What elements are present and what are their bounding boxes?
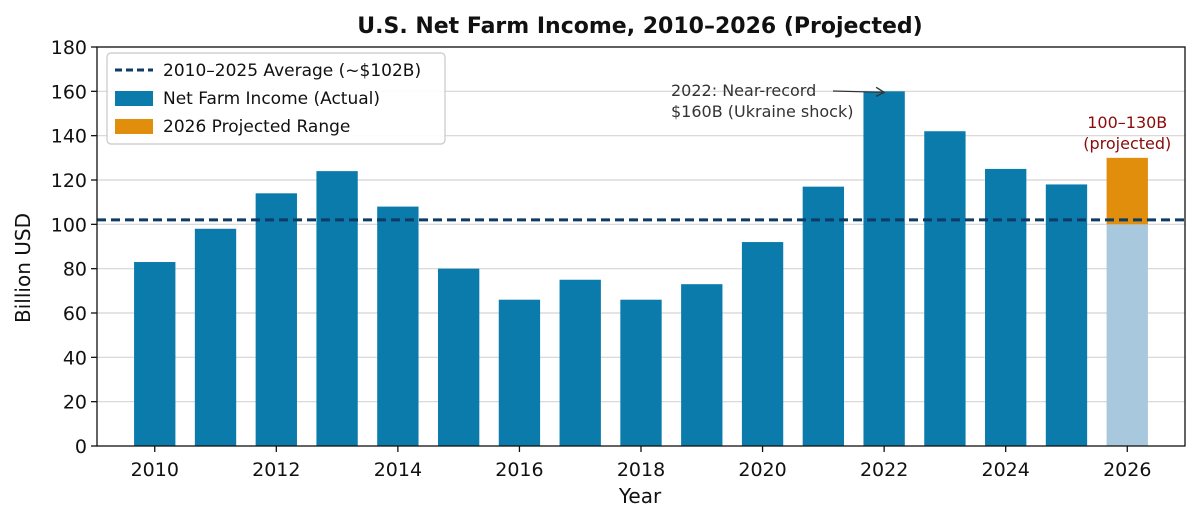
y-tick-label: 160 <box>51 81 87 103</box>
bar-2021 <box>802 186 845 446</box>
x-tick-label: 2022 <box>860 459 908 481</box>
annotation-projected: 100–130B (projected) <box>1083 113 1171 153</box>
bar-2012 <box>255 193 297 446</box>
legend-swatch-actual <box>115 91 153 106</box>
y-tick-label: 120 <box>51 170 87 192</box>
annotation-2022: 2022: Near-record $160B (Ukraine shock) <box>671 81 886 121</box>
x-tick-label: 2018 <box>617 459 665 481</box>
x-tick-label: 2024 <box>982 459 1030 481</box>
bar-2025 <box>1045 184 1088 446</box>
y-tick-label: 100 <box>51 214 87 236</box>
y-tick-label: 40 <box>63 347 87 369</box>
y-tick-label: 60 <box>63 303 87 325</box>
annotation-arrow-line <box>832 90 883 93</box>
y-axis-title: Billion USD <box>11 213 35 323</box>
annotation-arrowhead <box>875 86 886 97</box>
annotation-2022-line-2: $160B (Ukraine shock) <box>671 102 853 121</box>
legend-label-projected: 2026 Projected Range <box>163 117 350 137</box>
bar-2019 <box>681 284 723 446</box>
annotation-projected-line-1: 100–130B <box>1087 113 1167 132</box>
bar-2018 <box>620 299 662 446</box>
bar-2023 <box>924 131 966 446</box>
bar-2015 <box>437 268 480 446</box>
bar-2013 <box>316 171 358 446</box>
bar-2020 <box>741 242 784 446</box>
x-tick-label: 2016 <box>495 459 543 481</box>
y-tick-label: 20 <box>63 392 87 414</box>
x-tick-label: 2020 <box>738 459 786 481</box>
x-tick-label: 2014 <box>374 459 422 481</box>
annotation-projected-line-2: (projected) <box>1083 134 1171 153</box>
x-tick-label: 2010 <box>131 459 179 481</box>
y-tick-label: 180 <box>51 37 87 59</box>
y-tick-label: 140 <box>51 126 87 148</box>
bar-2010 <box>134 262 176 446</box>
chart-title: U.S. Net Farm Income, 2010–2026 (Project… <box>357 14 922 39</box>
bar-2014 <box>377 206 419 446</box>
legend-label-average: 2010–2025 Average (~$102B) <box>163 61 421 81</box>
bar-2017 <box>559 279 601 446</box>
x-tick-label: 2026 <box>1103 459 1151 481</box>
legend: 2010–2025 Average (~$102B) Net Farm Incom… <box>106 52 446 145</box>
legend-box <box>106 52 446 145</box>
legend-label-actual: Net Farm Income (Actual) <box>163 89 380 109</box>
bar-2011 <box>194 228 237 446</box>
plot-area: 0 20 40 60 80 100 120 140 160 180 2010 2012 2014 2016… <box>51 37 1186 481</box>
projected-range-bar-2026 <box>1106 157 1148 225</box>
x-axis-title: Year <box>618 484 662 508</box>
y-tick-label: 80 <box>63 259 87 281</box>
y-tick-label: 0 <box>75 436 87 458</box>
bar-2016 <box>498 299 541 446</box>
bar-2022 <box>863 91 905 446</box>
x-tick-label: 2012 <box>252 459 300 481</box>
legend-swatch-projected <box>115 119 153 134</box>
bar-2024 <box>985 168 1027 446</box>
annotation-2022-line-1: 2022: Near-record <box>671 81 816 100</box>
projected-base-bar-2026 <box>1106 224 1148 446</box>
